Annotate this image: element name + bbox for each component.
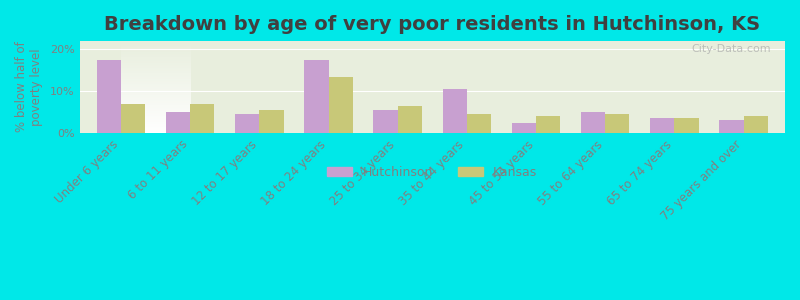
Bar bbox=[442, 89, 467, 133]
Bar bbox=[398, 106, 422, 133]
Bar bbox=[259, 110, 283, 133]
Title: Breakdown by age of very poor residents in Hutchinson, KS: Breakdown by age of very poor residents … bbox=[104, 15, 760, 34]
Bar bbox=[190, 104, 214, 133]
Bar bbox=[235, 114, 259, 133]
Bar bbox=[650, 118, 674, 133]
Bar bbox=[97, 60, 121, 133]
Y-axis label: % below half of
poverty level: % below half of poverty level bbox=[15, 42, 43, 132]
Text: City-Data.com: City-Data.com bbox=[691, 44, 771, 54]
Bar bbox=[304, 60, 329, 133]
Bar bbox=[719, 121, 743, 133]
Bar bbox=[166, 112, 190, 133]
Bar bbox=[512, 123, 536, 133]
Bar bbox=[329, 76, 353, 133]
Bar bbox=[605, 114, 630, 133]
Bar bbox=[674, 118, 698, 133]
Bar bbox=[374, 110, 398, 133]
Bar bbox=[121, 104, 146, 133]
Bar bbox=[467, 114, 491, 133]
Bar bbox=[743, 116, 768, 133]
Bar bbox=[536, 116, 560, 133]
Legend: Hutchinson, Kansas: Hutchinson, Kansas bbox=[322, 161, 542, 184]
Bar bbox=[581, 112, 605, 133]
